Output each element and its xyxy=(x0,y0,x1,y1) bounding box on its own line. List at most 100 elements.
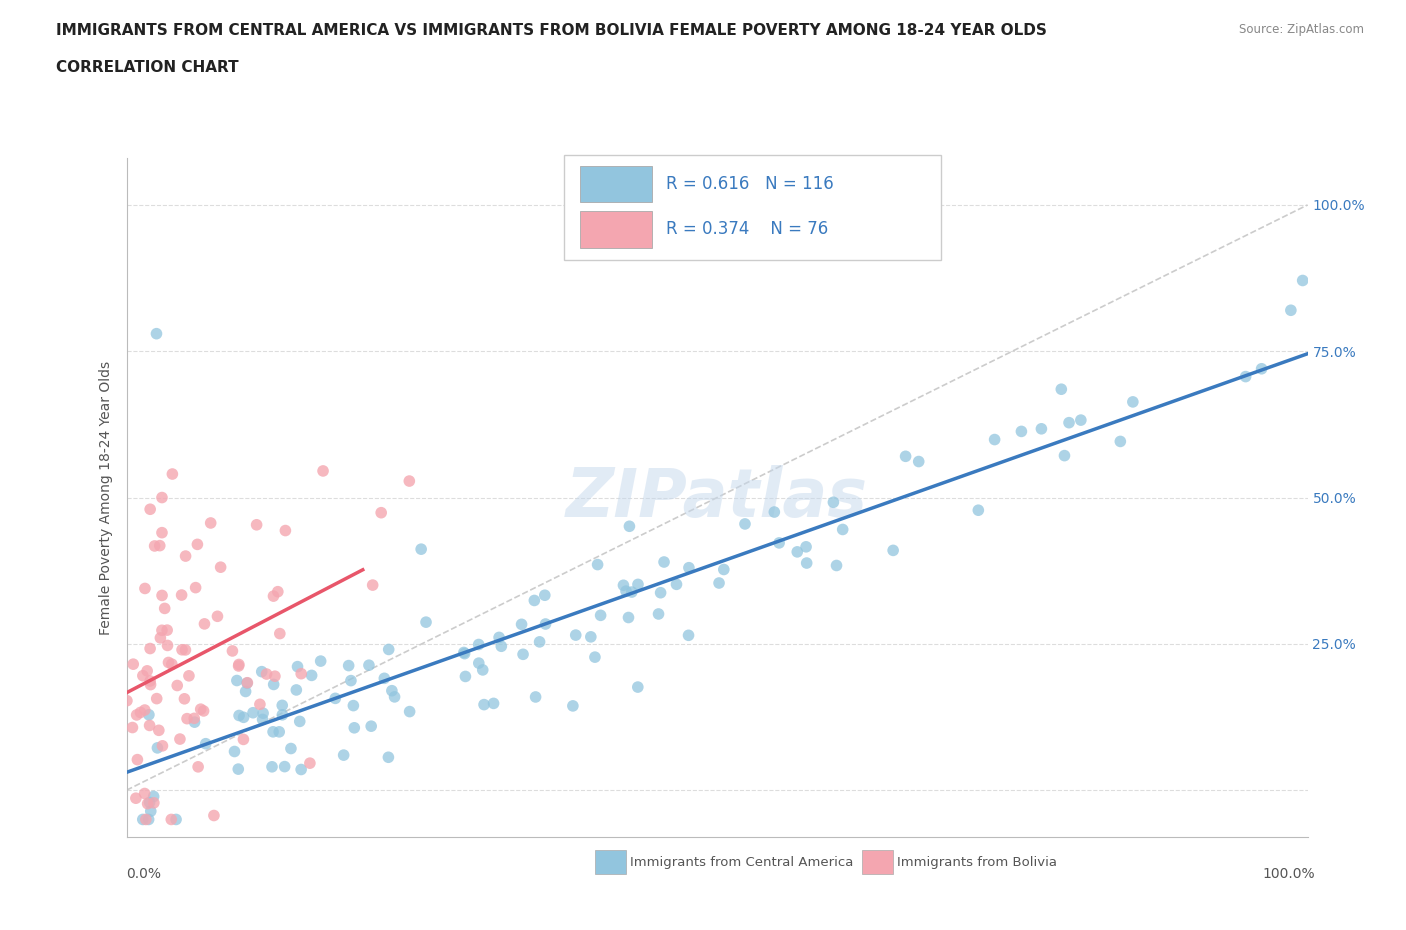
Point xyxy=(453,646,475,661)
Point xyxy=(207,609,229,624)
Point xyxy=(225,673,247,688)
Point xyxy=(173,691,195,706)
Point xyxy=(1010,424,1032,439)
Point xyxy=(312,463,335,478)
Point xyxy=(193,617,215,631)
Point xyxy=(332,748,354,763)
Text: Source: ZipAtlas.com: Source: ZipAtlas.com xyxy=(1239,23,1364,36)
Point xyxy=(269,626,291,641)
Point xyxy=(263,677,285,692)
Point xyxy=(564,628,586,643)
Point xyxy=(138,812,160,827)
Point xyxy=(142,795,165,810)
Point xyxy=(510,617,533,631)
Point xyxy=(186,537,208,551)
Point xyxy=(135,812,157,827)
Point xyxy=(647,606,669,621)
Point xyxy=(250,664,273,679)
Y-axis label: Female Poverty Among 18-24 Year Olds: Female Poverty Among 18-24 Year Olds xyxy=(100,361,114,634)
FancyBboxPatch shape xyxy=(581,211,652,247)
Point xyxy=(411,542,433,557)
Point xyxy=(153,601,176,616)
Point xyxy=(907,454,929,469)
Point xyxy=(134,702,156,717)
Point xyxy=(209,560,232,575)
Point xyxy=(174,549,197,564)
Point xyxy=(983,432,1005,447)
Point xyxy=(274,523,297,538)
Point xyxy=(162,467,184,482)
Point xyxy=(235,684,257,699)
Point xyxy=(264,669,287,684)
Point xyxy=(512,647,534,662)
Point xyxy=(139,502,162,517)
Point xyxy=(472,698,495,712)
Point xyxy=(713,562,735,577)
Point xyxy=(650,585,672,600)
Point xyxy=(121,720,143,735)
Point xyxy=(132,812,155,827)
Point xyxy=(1109,434,1132,449)
Point xyxy=(194,737,217,751)
Point xyxy=(290,666,312,681)
Point xyxy=(377,642,399,657)
Text: Immigrants from Bolivia: Immigrants from Bolivia xyxy=(897,856,1057,869)
Point xyxy=(373,671,395,685)
Point xyxy=(1057,415,1080,430)
Point xyxy=(156,638,179,653)
Point xyxy=(263,589,285,604)
Point xyxy=(491,639,513,654)
Point xyxy=(734,516,756,531)
Point xyxy=(232,710,254,724)
Point xyxy=(157,655,180,670)
Point xyxy=(381,684,404,698)
Point xyxy=(882,543,904,558)
Point xyxy=(1031,421,1053,436)
Point xyxy=(529,634,551,649)
Point xyxy=(823,495,845,510)
Point xyxy=(142,789,165,804)
Point xyxy=(262,724,284,739)
Point xyxy=(260,760,283,775)
Point xyxy=(360,719,382,734)
Point xyxy=(768,536,790,551)
Point xyxy=(586,557,609,572)
Point xyxy=(190,702,212,717)
Point xyxy=(343,721,366,736)
Text: R = 0.616   N = 116: R = 0.616 N = 116 xyxy=(666,175,834,193)
Point xyxy=(236,675,259,690)
Point xyxy=(139,673,162,688)
Point xyxy=(138,708,160,723)
Point xyxy=(160,657,183,671)
Point xyxy=(170,588,193,603)
Point xyxy=(156,623,179,638)
Point xyxy=(187,760,209,775)
Point xyxy=(454,669,477,684)
Point xyxy=(288,714,311,729)
Point xyxy=(252,712,274,727)
Point xyxy=(150,525,173,540)
Point xyxy=(482,696,505,711)
Point xyxy=(1050,382,1073,397)
Text: 100.0%: 100.0% xyxy=(1263,867,1315,881)
Point xyxy=(125,708,148,723)
Point xyxy=(271,698,294,712)
Point xyxy=(678,560,700,575)
Point xyxy=(236,675,259,690)
Point xyxy=(589,608,612,623)
Point xyxy=(174,643,197,658)
Point xyxy=(415,615,437,630)
Point xyxy=(132,669,155,684)
Point xyxy=(271,708,294,723)
Point xyxy=(269,724,291,739)
Point xyxy=(1053,448,1076,463)
Point xyxy=(627,577,650,591)
Point xyxy=(226,762,249,777)
Point xyxy=(280,741,302,756)
Point xyxy=(1279,303,1302,318)
Point xyxy=(1122,394,1144,409)
Point xyxy=(398,704,420,719)
Point xyxy=(184,580,207,595)
Point xyxy=(252,706,274,721)
Point xyxy=(301,668,323,683)
